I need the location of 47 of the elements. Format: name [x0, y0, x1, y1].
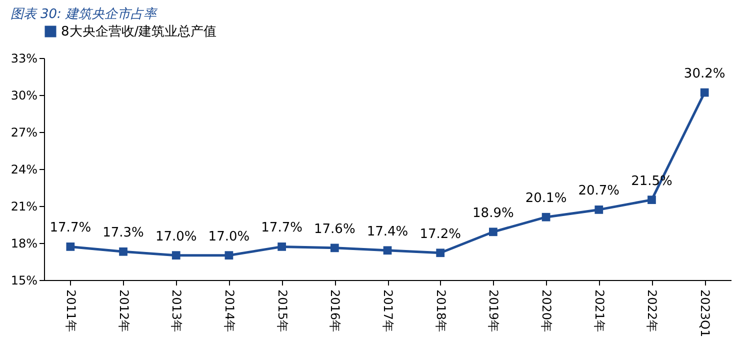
x-tick-label: 2021年 [592, 290, 606, 332]
point [172, 251, 180, 260]
x-tick-label: 2012年 [116, 290, 131, 332]
data-label: 17.3% [102, 226, 144, 241]
x-tick-label: 2014年 [222, 290, 236, 332]
y-tick-label: 27% [10, 126, 38, 140]
x-tick-label: 2017年 [381, 290, 395, 332]
data-label: 17.2% [420, 226, 461, 242]
x-tick-label: 2011年 [64, 290, 78, 332]
point [648, 196, 656, 204]
x-tick-label: 2019年 [486, 290, 501, 332]
data-label: 17.7% [261, 220, 302, 236]
data-label: 17.6% [314, 222, 356, 237]
y-tick-label: 33% [10, 52, 38, 66]
legend-label: 8大央企营收/建筑业总产值 [61, 24, 217, 40]
data-label: 20.7% [578, 184, 620, 199]
data-label: 20.1% [525, 191, 567, 206]
chart-title: 图表 30: 建筑央企市占率 [10, 6, 159, 22]
point [436, 248, 445, 258]
data-label: 18.9% [472, 206, 514, 221]
point [700, 88, 709, 97]
x-tick-label: 2016年 [328, 290, 342, 332]
point [66, 242, 75, 251]
x-tick-label: 2020年 [540, 290, 554, 332]
data-label: 17.0% [208, 229, 250, 244]
y-tick-label: 24% [10, 162, 38, 176]
point [330, 244, 339, 252]
x-tick-label: 2022年 [645, 290, 660, 332]
point [224, 251, 234, 260]
y-tick-label: 18% [10, 236, 38, 250]
point [119, 247, 128, 256]
data-label: 17.0% [155, 229, 197, 244]
point [383, 246, 392, 255]
x-tick-label: 2015年 [275, 290, 290, 332]
point [489, 228, 498, 236]
point [542, 212, 550, 222]
point [278, 242, 286, 251]
y-tick-label: 21% [10, 200, 38, 214]
y-tick-label: 15% [10, 274, 38, 288]
data-label: 30.2% [684, 66, 726, 82]
x-tick-label: 2023Q1 [698, 290, 712, 338]
point [594, 206, 604, 214]
data-label: 17.7% [50, 220, 92, 236]
y-tick-label: 30% [10, 88, 38, 102]
x-tick-label: 2013年 [170, 290, 184, 332]
data-label: 17.4% [366, 224, 408, 240]
x-tick-label: 2018年 [434, 290, 448, 332]
